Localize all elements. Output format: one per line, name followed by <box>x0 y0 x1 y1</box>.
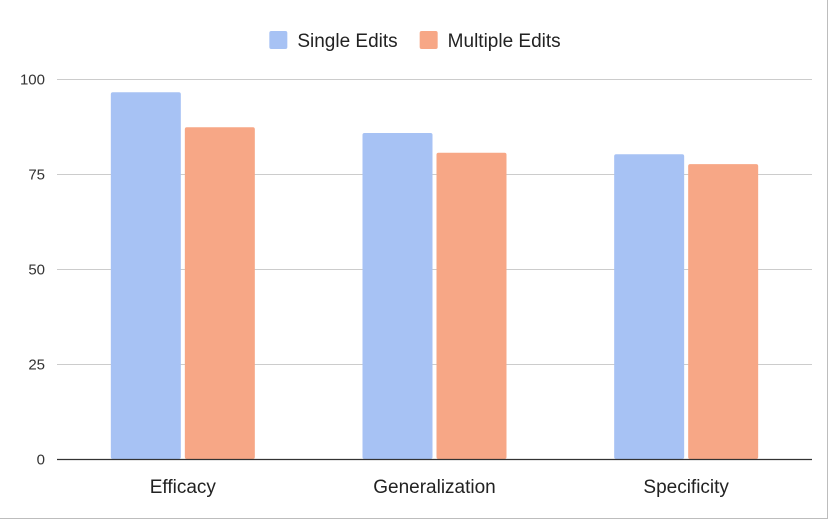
legend-item-multiple-edits: Multiple Edits <box>419 31 561 52</box>
gridlines <box>57 79 812 365</box>
legend: Single Edits Multiple Edits <box>269 31 561 52</box>
y-tick-label: 25 <box>28 357 45 374</box>
x-category-label: Specificity <box>643 477 729 498</box>
legend-swatch <box>419 31 438 49</box>
y-tick-label: 0 <box>37 452 45 469</box>
legend-swatch <box>269 31 288 49</box>
bar-generalization-multiple-edits <box>436 152 507 459</box>
bar-specificity-multiple-edits <box>688 164 759 459</box>
bars <box>110 92 759 460</box>
x-category-label: Generalization <box>373 477 496 498</box>
bar-specificity-single-edits <box>614 154 685 460</box>
y-tick-label: 50 <box>28 262 45 279</box>
y-tick-label: 100 <box>20 72 45 89</box>
y-tick-label: 75 <box>28 167 45 184</box>
x-category-label: Efficacy <box>150 477 217 498</box>
bar-efficacy-single-edits <box>110 92 181 460</box>
legend-label: Single Edits <box>297 31 397 52</box>
bar-efficacy-multiple-edits <box>184 127 255 459</box>
bar-generalization-single-edits <box>362 132 433 459</box>
legend-label: Multiple Edits <box>448 31 561 52</box>
axes: 0 25 50 75 100 Efficacy Generalization Specific… <box>20 72 812 498</box>
legend-item-single-edits: Single Edits <box>269 31 398 52</box>
